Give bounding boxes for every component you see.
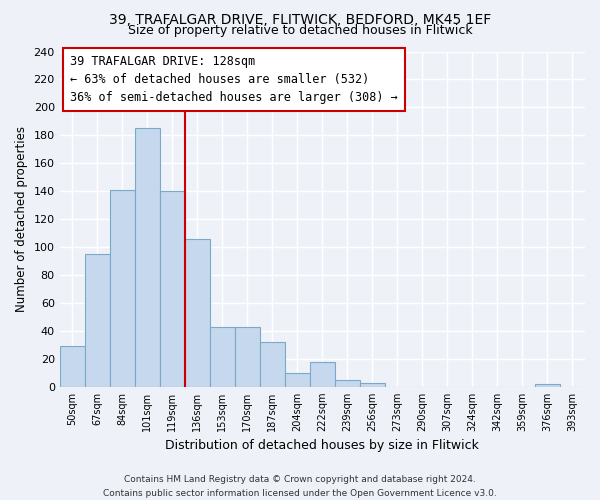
Bar — [210, 326, 235, 387]
Bar — [285, 373, 310, 387]
Bar — [160, 191, 185, 387]
Text: Contains HM Land Registry data © Crown copyright and database right 2024.
Contai: Contains HM Land Registry data © Crown c… — [103, 476, 497, 498]
Bar — [535, 384, 560, 387]
Bar — [335, 380, 360, 387]
Bar — [110, 190, 135, 387]
Bar — [85, 254, 110, 387]
Bar — [135, 128, 160, 387]
Bar — [310, 362, 335, 387]
X-axis label: Distribution of detached houses by size in Flitwick: Distribution of detached houses by size … — [166, 440, 479, 452]
Text: 39, TRAFALGAR DRIVE, FLITWICK, BEDFORD, MK45 1EF: 39, TRAFALGAR DRIVE, FLITWICK, BEDFORD, … — [109, 12, 491, 26]
Bar — [59, 346, 85, 387]
Bar — [235, 326, 260, 387]
Y-axis label: Number of detached properties: Number of detached properties — [15, 126, 28, 312]
Text: Size of property relative to detached houses in Flitwick: Size of property relative to detached ho… — [128, 24, 472, 37]
Text: 39 TRAFALGAR DRIVE: 128sqm
← 63% of detached houses are smaller (532)
36% of sem: 39 TRAFALGAR DRIVE: 128sqm ← 63% of deta… — [70, 55, 398, 104]
Bar — [260, 342, 285, 387]
Bar — [360, 382, 385, 387]
Bar — [185, 238, 210, 387]
